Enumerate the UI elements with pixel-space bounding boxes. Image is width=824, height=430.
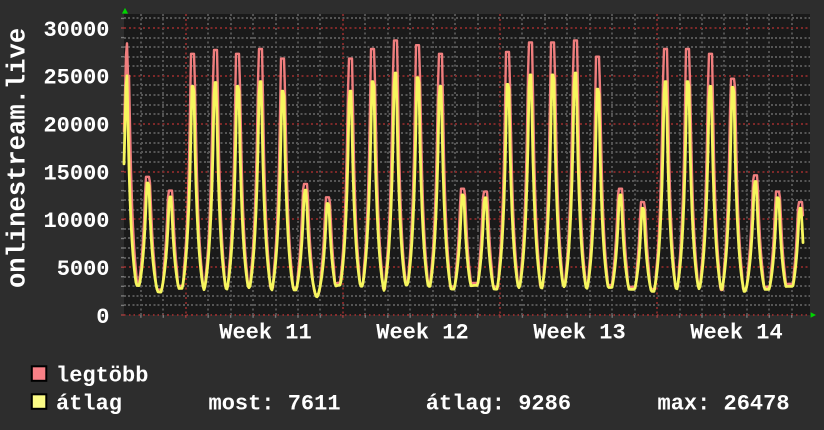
svg-text:átlag: 9286: átlag: 9286 bbox=[426, 392, 571, 417]
svg-text:legtöbb: legtöbb bbox=[56, 364, 148, 389]
svg-text:Week 11: Week 11 bbox=[219, 321, 311, 346]
svg-text:30000: 30000 bbox=[43, 18, 109, 43]
svg-text:Week 12: Week 12 bbox=[376, 321, 468, 346]
svg-text:15000: 15000 bbox=[43, 161, 109, 186]
svg-text:10000: 10000 bbox=[43, 209, 109, 234]
svg-text:átlag: átlag bbox=[56, 392, 122, 417]
svg-text:25000: 25000 bbox=[43, 66, 109, 91]
svg-text:Week 13: Week 13 bbox=[533, 321, 625, 346]
svg-text:most: 7611: most: 7611 bbox=[209, 392, 341, 417]
svg-text:Week 14: Week 14 bbox=[690, 321, 782, 346]
svg-text:onlinestream.live: onlinestream.live bbox=[4, 28, 33, 288]
svg-text:5000: 5000 bbox=[57, 257, 110, 282]
svg-text:20000: 20000 bbox=[43, 114, 109, 139]
svg-text:max: 26478: max: 26478 bbox=[658, 392, 790, 417]
svg-text:0: 0 bbox=[96, 305, 109, 330]
